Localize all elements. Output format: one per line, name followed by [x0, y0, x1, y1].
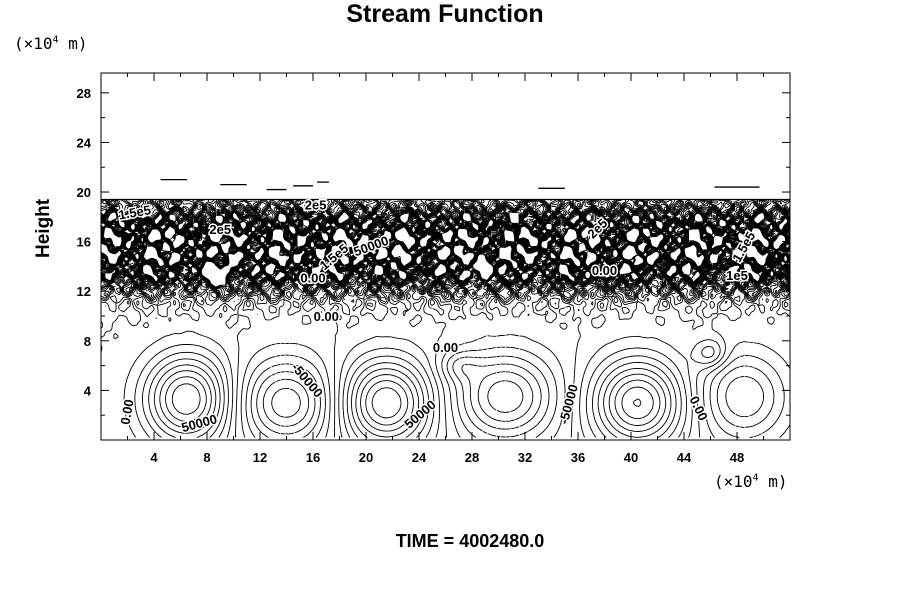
contour-label: 0.00: [687, 394, 711, 423]
y-tick-label: 12: [77, 284, 91, 299]
y-tick-label: 28: [77, 86, 91, 101]
contour-label: 0.00: [433, 340, 458, 355]
contour-label: 0.00: [300, 271, 325, 286]
contour-label: 0.00: [592, 263, 617, 278]
x-tick-label: 20: [359, 450, 373, 465]
contour-label: 0.00: [314, 309, 339, 324]
y-tick-label: 4: [84, 383, 92, 398]
x-tick-label: 16: [306, 450, 320, 465]
contour-label: 1.5e5: [117, 202, 152, 222]
x-tick-label: 44: [677, 450, 692, 465]
contour-line-positive: [101, 201, 790, 408]
x-tick-label: 12: [253, 450, 267, 465]
y-tick-label: 24: [77, 135, 92, 150]
x-tick-label: 48: [730, 450, 744, 465]
chart-title: Stream Function: [346, 0, 544, 28]
contour-field: [101, 199, 790, 438]
x-tick-label: 4: [150, 450, 158, 465]
x-tick-label: 40: [624, 450, 638, 465]
contour-label: 1e5: [726, 268, 748, 283]
x-tick-label: 28: [465, 450, 479, 465]
contour-label: 50000: [180, 411, 219, 435]
x-tick-label: 32: [518, 450, 532, 465]
y-tick-label: 8: [84, 334, 91, 349]
contour-label: 2e5: [209, 222, 231, 237]
x-tick-label: 36: [571, 450, 585, 465]
contour-label: 2e5: [305, 197, 327, 212]
x-tick-label: 24: [412, 450, 427, 465]
contour-label: -50000: [556, 383, 581, 426]
contour-label: 0.00: [117, 398, 136, 426]
y-tick-label: 16: [77, 235, 91, 250]
y-tick-label: 20: [77, 185, 91, 200]
x-axis-unit: (×104 m): [714, 472, 788, 491]
y-axis-unit: (×104 m): [14, 34, 88, 53]
x-tick-label: 8: [203, 450, 210, 465]
contour-line-positive: [101, 199, 790, 438]
time-readout: TIME = 4002480.0: [395, 531, 545, 551]
